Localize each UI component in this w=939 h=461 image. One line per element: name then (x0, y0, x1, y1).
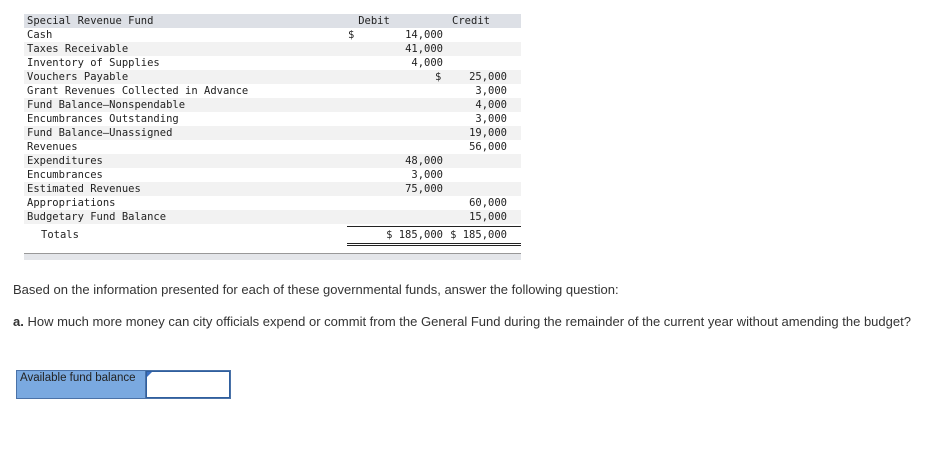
credit-cell: 19,000 (427, 126, 507, 140)
table-row: Inventory of Supplies 4,000 (24, 56, 521, 70)
credit-amount: 15,000 (469, 211, 507, 223)
account-name: Encumbrances (27, 169, 103, 181)
table-row: Budgetary Fund Balance 15,000 (24, 210, 521, 224)
debit-cell: 41,000 (343, 42, 443, 56)
account-name: Budgetary Fund Balance (27, 211, 167, 223)
totals-row: Totals $ 185,000 $ 185,000 (24, 224, 521, 246)
credit-cell: $25,000 (427, 70, 507, 84)
credit-cell: 60,000 (427, 196, 507, 210)
credit-cell: 56,000 (427, 140, 507, 154)
table-row: Cash $14,000 (24, 28, 521, 42)
debit-cell: $14,000 (343, 28, 443, 42)
debit-cell: 75,000 (343, 182, 443, 196)
account-name: Fund Balance—Nonspendable (27, 99, 186, 111)
credit-dollar-sign: $ (435, 71, 442, 83)
table-row: Grant Revenues Collected in Advance 3,00… (24, 84, 521, 98)
credit-amount: 3,000 (475, 85, 507, 97)
table-row: Vouchers Payable $25,000 (24, 70, 521, 84)
table-row: Fund Balance—Unassigned 19,000 (24, 126, 521, 140)
debit-amount: 14,000 (405, 29, 443, 41)
input-marker-icon (147, 372, 152, 377)
credit-amount: 4,000 (475, 99, 507, 111)
credit-amount: 3,000 (475, 113, 507, 125)
credit-cell: 3,000 (427, 84, 507, 98)
credit-header: Credit (452, 15, 490, 27)
account-name: Cash (27, 29, 53, 41)
debit-amount: 41,000 (405, 43, 443, 55)
credit-amount: 60,000 (469, 197, 507, 209)
account-name: Revenues (27, 141, 78, 153)
debit-dollar-sign: $ (348, 29, 355, 41)
account-name: Inventory of Supplies (27, 57, 160, 69)
credit-cell: 3,000 (427, 112, 507, 126)
special-revenue-fund-table: Special Revenue Fund Debit Credit Cash $… (24, 14, 521, 246)
question-text: How much more money can city officials e… (23, 314, 911, 329)
table-row: Encumbrances Outstanding 3,000 (24, 112, 521, 126)
credit-amount: 56,000 (469, 141, 507, 153)
debit-header: Debit (358, 15, 390, 27)
debit-total: $ 185,000 (347, 226, 444, 246)
debit-cell: 4,000 (343, 56, 443, 70)
account-name: Grant Revenues Collected in Advance (27, 85, 249, 97)
available-fund-balance-input[interactable] (147, 372, 229, 397)
account-name: Estimated Revenues (27, 183, 141, 195)
table-row: Revenues 56,000 (24, 140, 521, 154)
debit-cell: 48,000 (343, 154, 443, 168)
table-row: Taxes Receivable 41,000 (24, 42, 521, 56)
question-a: a. How much more money can city official… (13, 314, 913, 330)
instructions: Based on the information presented for e… (13, 282, 619, 297)
debit-amount: 4,000 (411, 57, 443, 69)
credit-amount: 19,000 (469, 127, 507, 139)
credit-total: $ 185,000 (427, 226, 521, 246)
question-prefix: a. (13, 314, 24, 329)
account-name: Expenditures (27, 155, 103, 167)
debit-cell: 3,000 (343, 168, 443, 182)
table-title: Special Revenue Fund (27, 15, 154, 27)
account-name: Taxes Receivable (27, 43, 129, 55)
account-name: Fund Balance—Unassigned (27, 127, 173, 139)
debit-amount: 48,000 (405, 155, 443, 167)
totals-label: Totals (41, 229, 79, 241)
available-fund-balance-label: Available fund balance (17, 371, 146, 398)
account-name: Appropriations (27, 197, 116, 209)
table-row: Estimated Revenues 75,000 (24, 182, 521, 196)
table-header: Special Revenue Fund Debit Credit (24, 14, 521, 28)
table-row: Encumbrances 3,000 (24, 168, 521, 182)
debit-amount: 75,000 (405, 183, 443, 195)
credit-amount: 25,000 (469, 71, 507, 83)
table-row: Appropriations 60,000 (24, 196, 521, 210)
credit-cell: 4,000 (427, 98, 507, 112)
answer-row: Available fund balance (16, 370, 231, 399)
table-row: Expenditures 48,000 (24, 154, 521, 168)
account-name: Vouchers Payable (27, 71, 129, 83)
credit-cell: 15,000 (427, 210, 507, 224)
table-footer-bar (24, 253, 521, 260)
debit-amount: 3,000 (411, 169, 443, 181)
table-row: Fund Balance—Nonspendable 4,000 (24, 98, 521, 112)
account-name: Encumbrances Outstanding (27, 113, 179, 125)
